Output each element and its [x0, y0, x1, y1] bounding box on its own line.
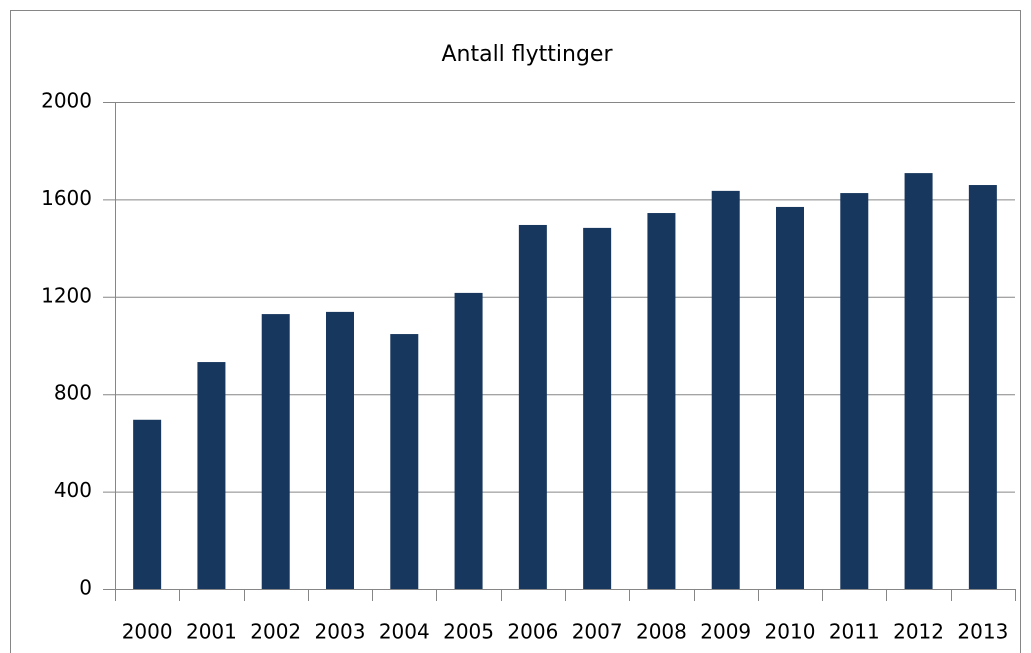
chart-title: Antall flyttinger — [441, 42, 613, 67]
bar — [711, 190, 740, 589]
x-tick-label: 2005 — [443, 620, 494, 644]
x-tick-label: 2004 — [379, 620, 430, 644]
y-tick-label: 1600 — [41, 186, 92, 210]
x-tick-label: 2007 — [572, 620, 623, 644]
bar — [518, 224, 547, 589]
bar — [454, 292, 483, 589]
x-tick-label: 2001 — [186, 620, 237, 644]
y-tick-label: 800 — [54, 381, 92, 405]
bar — [647, 213, 676, 589]
x-tick-label: 2013 — [957, 620, 1008, 644]
x-tick-label: 2003 — [315, 620, 366, 644]
bar — [326, 311, 354, 589]
bar — [390, 334, 419, 589]
y-tick-label: 1200 — [41, 283, 92, 307]
y-tick-label: 2000 — [41, 89, 92, 113]
bar — [840, 193, 869, 589]
x-tick-label: 2006 — [507, 620, 558, 644]
bar — [904, 173, 933, 590]
bar — [261, 314, 290, 589]
bar — [968, 185, 997, 589]
x-tick-label: 2000 — [122, 620, 173, 644]
y-tick-label: 0 — [79, 576, 92, 600]
bar — [583, 227, 612, 589]
x-tick-label: 2010 — [765, 620, 816, 644]
bar — [197, 362, 226, 589]
bar — [776, 206, 804, 590]
bar — [133, 419, 162, 589]
x-tick-label: 2002 — [250, 620, 301, 644]
x-tick-label: 2012 — [893, 620, 944, 644]
y-tick-label: 400 — [54, 478, 92, 502]
x-tick-label: 2008 — [636, 620, 687, 644]
chart-border — [10, 10, 1021, 653]
x-tick-label: 2011 — [829, 620, 880, 644]
x-tick-label: 2009 — [700, 620, 751, 644]
